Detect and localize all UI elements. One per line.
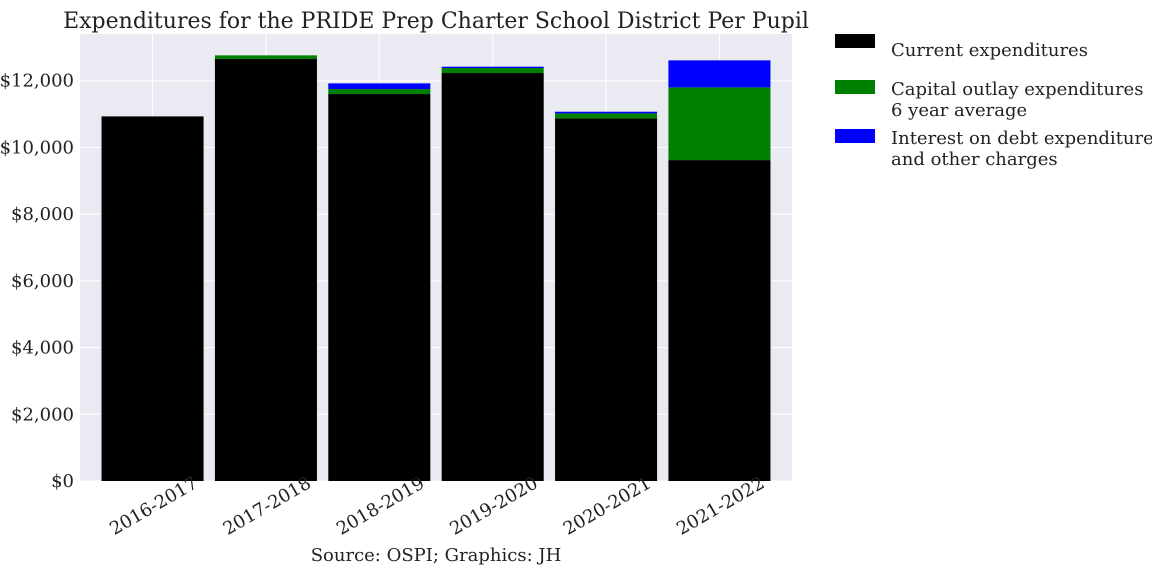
bar-segment-series-0 xyxy=(555,118,658,481)
y-tick-label: $12,000 xyxy=(0,71,74,92)
legend-label: Current expenditures xyxy=(891,40,1088,61)
y-tick-label: $10,000 xyxy=(0,137,74,158)
source-note: Source: OSPI; Graphics: JH xyxy=(311,545,562,566)
x-tick-label: 2020-2021 xyxy=(560,473,655,540)
y-tick-label: $2,000 xyxy=(11,404,74,425)
bar-segment-series-2 xyxy=(441,66,544,69)
bar-segment-series-0 xyxy=(328,94,431,482)
bar-segment-series-1 xyxy=(441,68,544,74)
x-tick-label: 2019-2020 xyxy=(446,473,541,540)
bar-segment-series-0 xyxy=(668,160,771,481)
bar-segment-series-2 xyxy=(555,111,658,114)
y-tick-label: $4,000 xyxy=(11,338,74,359)
x-tick-label: 2016-2017 xyxy=(106,473,201,540)
bar-segment-series-0 xyxy=(101,116,204,481)
x-tick-label: 2017-2018 xyxy=(220,473,315,540)
bar-segment-series-0 xyxy=(441,73,544,481)
x-tick-label: 2021-2022 xyxy=(673,473,768,540)
bar-segment-series-2 xyxy=(668,60,771,88)
bar-segment-series-0 xyxy=(214,59,317,482)
y-tick-label: $8,000 xyxy=(11,204,74,225)
legend: Current expenditures Capital outlay expen… xyxy=(835,34,1152,170)
legend-label: Capital outlay expenditures 6 year averag… xyxy=(891,79,1143,121)
bar-segment-series-1 xyxy=(668,87,771,161)
legend-swatch xyxy=(835,34,875,48)
legend-swatch xyxy=(835,80,875,94)
plot-area: $0 $2,000 $4,000 $6,000 $8,000 $10,000 $12,000… xyxy=(0,34,792,540)
bar-segment-series-1 xyxy=(214,55,317,60)
chart-title: Expenditures for the PRIDE Prep Charter … xyxy=(63,9,809,34)
y-tick-label: $0 xyxy=(51,471,74,492)
legend-label: Interest on debt expenditures and other c… xyxy=(891,128,1152,170)
legend-swatch xyxy=(835,129,875,143)
bar-segment-series-1 xyxy=(328,89,431,95)
x-tick-label: 2018-2019 xyxy=(333,473,428,540)
bar-segment-series-2 xyxy=(328,83,431,90)
bar-segment-series-1 xyxy=(555,113,658,119)
y-tick-label: $6,000 xyxy=(11,271,74,292)
